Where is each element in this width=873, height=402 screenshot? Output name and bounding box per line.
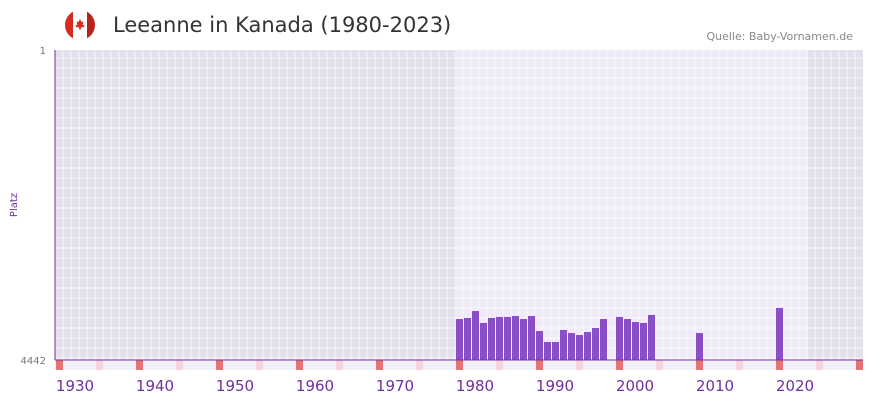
- bar-2004: [648, 314, 655, 360]
- x-tick-label: 1950: [216, 377, 254, 395]
- bar-1980: [456, 319, 463, 360]
- half-decade-marker: [416, 360, 423, 370]
- canada-flag-icon: [65, 10, 95, 40]
- x-tick-label: 1930: [56, 377, 94, 395]
- bar-1992: [552, 341, 559, 360]
- bar-1984: [488, 317, 495, 360]
- half-decade-marker: [96, 360, 103, 370]
- x-tick-label: 1940: [136, 377, 174, 395]
- decade-marker: [216, 360, 223, 370]
- chart-title: Leeanne in Kanada (1980-2023): [113, 13, 452, 37]
- bar-1995: [576, 335, 583, 360]
- decade-marker: [696, 360, 703, 370]
- half-decade-marker: [816, 360, 823, 370]
- y-axis-label: Platz: [9, 193, 20, 217]
- bar-1986: [504, 317, 511, 360]
- decade-marker: [376, 360, 383, 370]
- half-decade-marker: [256, 360, 263, 370]
- x-tick-label: 1980: [456, 377, 494, 395]
- bar-2020: [776, 307, 783, 360]
- decade-marker: [616, 360, 623, 370]
- bar-1997: [592, 328, 599, 360]
- decade-marker: [136, 360, 143, 370]
- x-tick-label: 1990: [536, 377, 574, 395]
- half-decade-marker: [336, 360, 343, 370]
- x-tick-label: 1960: [296, 377, 334, 395]
- bar-1981: [464, 317, 471, 360]
- bar-1990: [536, 331, 543, 360]
- y-tick-label: 4442: [21, 356, 46, 367]
- source-link[interactable]: Quelle: Baby-Vornamen.de: [706, 30, 853, 43]
- x-tick-label: 1970: [376, 377, 414, 395]
- half-decade-marker: [736, 360, 743, 370]
- bar-1987: [512, 316, 519, 360]
- bar-1993: [560, 329, 567, 360]
- decade-marker: [296, 360, 303, 370]
- bar-2000: [616, 317, 623, 360]
- bar-1985: [496, 317, 503, 360]
- bar-2002: [632, 322, 639, 360]
- half-decade-marker: [176, 360, 183, 370]
- bar-1989: [528, 316, 535, 360]
- x-tick-label: 2020: [776, 377, 814, 395]
- bar-2010: [696, 332, 703, 360]
- decade-marker: [536, 360, 543, 370]
- half-decade-marker: [576, 360, 583, 370]
- bar-1983: [480, 323, 487, 360]
- decade-marker: [56, 360, 63, 370]
- x-tick-label: 2010: [696, 377, 734, 395]
- bar-2001: [624, 319, 631, 360]
- bar-1988: [520, 319, 527, 360]
- active-range-background: [456, 50, 808, 360]
- y-tick-label: 1: [40, 46, 46, 57]
- x-tick-label: 2000: [616, 377, 654, 395]
- bar-1996: [584, 332, 591, 360]
- bar-1991: [544, 341, 551, 360]
- bar-1998: [600, 319, 607, 360]
- bar-1982: [472, 310, 479, 360]
- half-decade-marker: [656, 360, 663, 370]
- decade-marker: [776, 360, 783, 370]
- decade-marker: [456, 360, 463, 370]
- decade-marker: [856, 360, 863, 370]
- bar-2003: [640, 323, 647, 360]
- half-decade-marker: [496, 360, 503, 370]
- bar-1994: [568, 332, 575, 360]
